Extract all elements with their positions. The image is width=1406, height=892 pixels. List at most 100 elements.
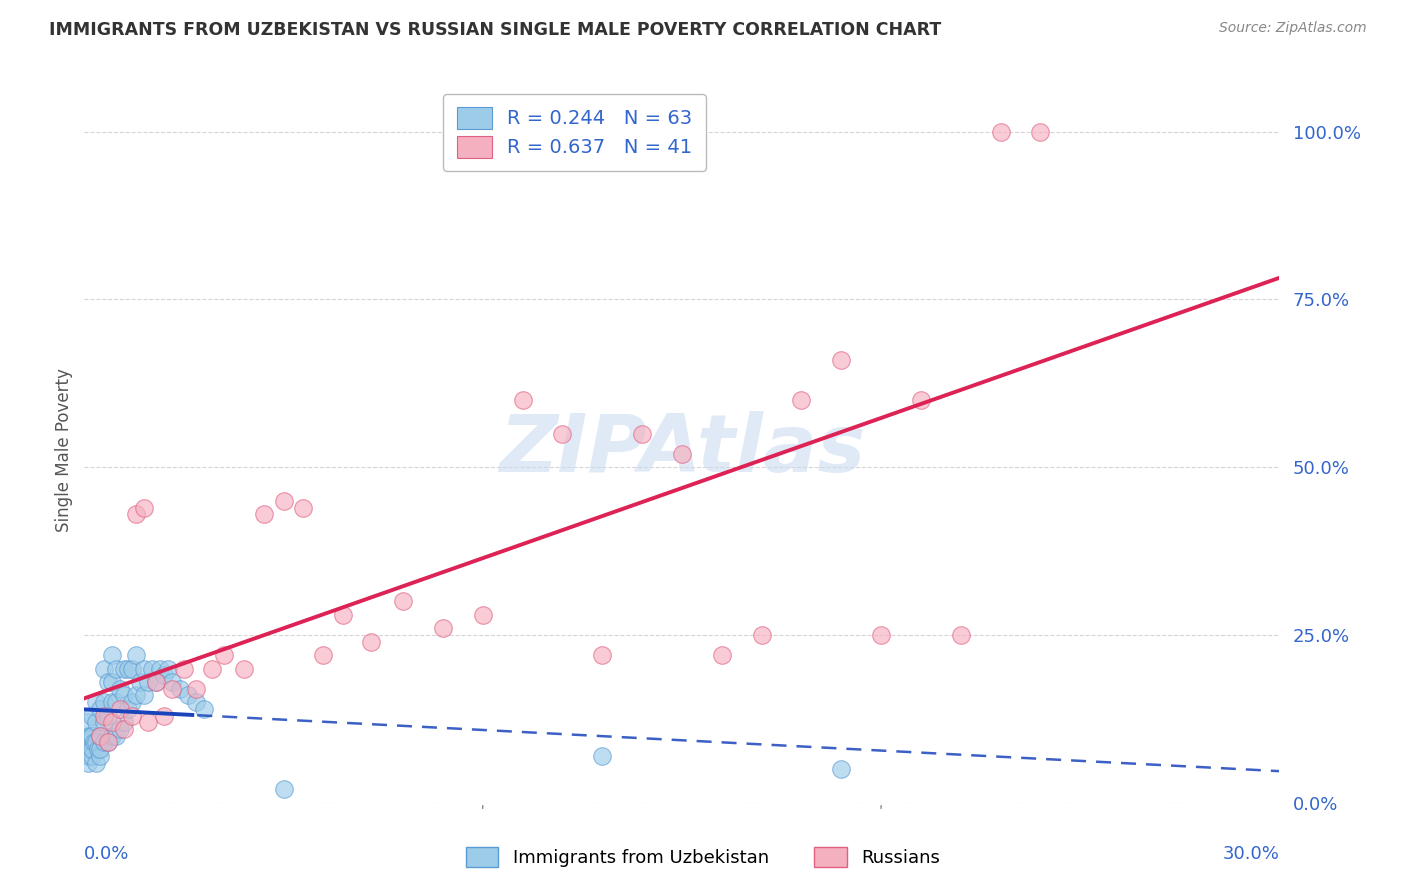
Point <box>184 695 207 709</box>
Legend: Immigrants from Uzbekistan, Russians: Immigrants from Uzbekistan, Russians <box>458 839 948 874</box>
Point <box>121 695 143 709</box>
Point <box>292 500 315 515</box>
Point <box>160 675 183 690</box>
Point <box>121 708 143 723</box>
Text: ZIPAtlas: ZIPAtlas <box>499 411 865 490</box>
Point <box>145 675 167 690</box>
Point <box>101 648 124 662</box>
Point <box>93 708 115 723</box>
Point <box>79 729 101 743</box>
Point <box>105 662 128 676</box>
Point <box>790 393 813 408</box>
Y-axis label: Single Male Poverty: Single Male Poverty <box>55 368 73 533</box>
Point <box>949 628 972 642</box>
Point <box>105 729 128 743</box>
Point <box>173 662 195 676</box>
Point <box>591 648 613 662</box>
Point <box>129 675 152 690</box>
Point <box>110 681 132 696</box>
Text: 0.0%: 0.0% <box>84 845 129 863</box>
Point <box>125 507 148 521</box>
Point <box>153 668 176 682</box>
Point <box>121 662 143 676</box>
Point <box>97 708 120 723</box>
Point <box>193 702 215 716</box>
Point <box>117 702 139 716</box>
Point <box>145 675 167 690</box>
Point <box>101 675 124 690</box>
Point <box>83 735 105 749</box>
Point <box>136 675 159 690</box>
Point <box>93 715 115 730</box>
Point <box>97 735 120 749</box>
Point <box>89 742 111 756</box>
Point <box>671 447 693 461</box>
Point <box>117 662 139 676</box>
Point <box>551 426 574 441</box>
Point <box>75 742 97 756</box>
Point <box>77 715 100 730</box>
Point <box>132 662 156 676</box>
Point <box>830 352 852 367</box>
Point <box>97 735 120 749</box>
Text: IMMIGRANTS FROM UZBEKISTAN VS RUSSIAN SINGLE MALE POVERTY CORRELATION CHART: IMMIGRANTS FROM UZBEKISTAN VS RUSSIAN SI… <box>49 21 942 38</box>
Point <box>169 681 191 696</box>
Point <box>93 735 115 749</box>
Point <box>89 748 111 763</box>
Point <box>830 762 852 776</box>
Point <box>870 628 893 642</box>
Text: 30.0%: 30.0% <box>1223 845 1279 863</box>
Point <box>157 662 180 676</box>
Point <box>312 648 335 662</box>
Point <box>86 715 108 730</box>
Point <box>112 722 135 736</box>
Point <box>86 735 108 749</box>
Point <box>177 689 200 703</box>
Point <box>105 695 128 709</box>
Point <box>77 742 100 756</box>
Point <box>112 715 135 730</box>
Point <box>132 500 156 515</box>
Point <box>82 708 104 723</box>
Point <box>631 426 654 441</box>
Text: Source: ZipAtlas.com: Source: ZipAtlas.com <box>1219 21 1367 35</box>
Point <box>89 729 111 743</box>
Point <box>125 648 148 662</box>
Point <box>160 681 183 696</box>
Point <box>710 648 733 662</box>
Point <box>93 695 115 709</box>
Point <box>82 742 104 756</box>
Point <box>86 756 108 770</box>
Point <box>751 628 773 642</box>
Point <box>82 729 104 743</box>
Point <box>184 681 207 696</box>
Point <box>76 729 98 743</box>
Point <box>101 729 124 743</box>
Point <box>87 742 110 756</box>
Point <box>471 607 494 622</box>
Point <box>97 675 120 690</box>
Point <box>89 702 111 716</box>
Point <box>232 662 254 676</box>
Point <box>112 662 135 676</box>
Point <box>910 393 932 408</box>
Point <box>101 715 124 730</box>
Point <box>82 748 104 763</box>
Point <box>332 607 354 622</box>
Point <box>93 662 115 676</box>
Point <box>432 621 454 635</box>
Point <box>77 748 100 763</box>
Point <box>201 662 224 676</box>
Point <box>112 689 135 703</box>
Point <box>273 782 295 797</box>
Point <box>512 393 534 408</box>
Point <box>1029 125 1052 139</box>
Point <box>591 748 613 763</box>
Point <box>125 689 148 703</box>
Point <box>360 634 382 648</box>
Point <box>89 729 111 743</box>
Point <box>77 756 100 770</box>
Point <box>110 702 132 716</box>
Point <box>149 662 172 676</box>
Point <box>136 715 159 730</box>
